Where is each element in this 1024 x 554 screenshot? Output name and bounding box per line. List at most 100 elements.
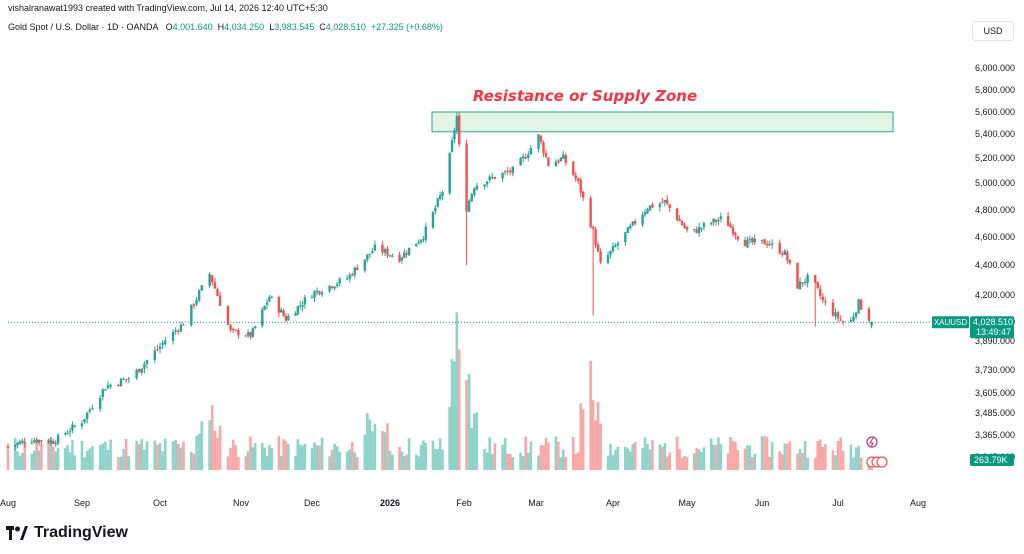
volume-bar: [417, 456, 420, 470]
open-label: O: [165, 22, 173, 32]
candle-body: [524, 157, 527, 159]
candle-body: [249, 332, 252, 337]
volume-bar: [345, 451, 349, 470]
candle-body: [80, 423, 84, 427]
candle-body: [475, 185, 479, 190]
candle-body: [455, 115, 459, 131]
volume-bar: [591, 400, 595, 470]
y-tick-label: 6,000.000: [975, 63, 1015, 73]
volume-bar: [798, 448, 802, 470]
volume-bar: [52, 446, 55, 470]
candle-body: [821, 296, 824, 301]
candle-body: [841, 321, 845, 323]
volume-bar: [852, 457, 855, 470]
volume-bar: [253, 443, 257, 470]
volume-bar: [21, 452, 24, 470]
currency-button[interactable]: USD: [972, 21, 1014, 41]
candle-body: [606, 255, 610, 264]
candle-body: [119, 378, 123, 387]
candle-body: [574, 175, 577, 179]
candle-body: [83, 418, 86, 423]
candle-body: [857, 299, 860, 314]
candle-body: [491, 176, 494, 178]
candle-body: [511, 166, 515, 174]
candle-body: [579, 179, 582, 193]
volume-bar: [554, 436, 558, 470]
volume-bar: [381, 431, 384, 470]
candle-body: [35, 439, 38, 443]
volume-bar: [606, 455, 610, 470]
candle-body: [328, 285, 331, 292]
candle-body: [218, 295, 222, 306]
volume-bar: [388, 450, 392, 470]
volume-bar: [743, 448, 747, 470]
volume-bar: [661, 446, 664, 470]
candle-body: [734, 232, 737, 236]
volume-bar: [680, 457, 684, 470]
candle-body: [572, 161, 575, 176]
volume-bar: [237, 457, 240, 470]
volume-bar: [371, 431, 374, 470]
candle-body: [56, 434, 60, 444]
candle-body: [353, 267, 356, 276]
candle-body: [363, 259, 367, 271]
volume-bar: [472, 413, 476, 470]
volume-bar: [192, 453, 196, 470]
price-tag-bg: [970, 316, 1014, 339]
price-chart[interactable]: Resistance or Supply Zone 6,000.000 5,800…: [0, 0, 1024, 520]
volume-bar: [589, 360, 592, 470]
volume-bar: [328, 456, 331, 470]
volume-bar: [450, 359, 454, 470]
candle-body: [736, 236, 740, 240]
candle-body: [753, 238, 756, 243]
volume-bar: [279, 455, 283, 470]
candle-body: [709, 222, 713, 224]
volume-bar: [431, 440, 435, 470]
volume-bar: [400, 451, 404, 470]
volume-bar: [284, 441, 288, 470]
candle-body: [351, 274, 354, 276]
x-tick-label: Apr: [606, 498, 620, 508]
ticker-tag-bg: [932, 316, 969, 329]
volume-bar: [646, 443, 649, 470]
candle-body: [104, 389, 107, 391]
volume-bar: [697, 449, 701, 470]
volume-bar: [249, 436, 252, 470]
volume-bar: [685, 457, 689, 470]
candle-body: [383, 249, 387, 253]
y-tick-label: 5,600.000: [975, 107, 1015, 117]
volume-bar: [816, 440, 820, 470]
candle-body: [436, 198, 439, 207]
volume-bar: [539, 445, 543, 470]
candle-body: [634, 221, 637, 224]
candle-body: [751, 238, 754, 243]
x-tick-label: Feb: [456, 498, 472, 508]
volume-bar: [751, 457, 754, 470]
volume-bar: [216, 437, 219, 470]
volume-bar: [140, 439, 144, 470]
volume-bar: [294, 456, 297, 470]
candle-body: [208, 273, 211, 286]
tradingview-logo[interactable]: TradingView: [6, 524, 128, 542]
close-label: C: [319, 22, 326, 32]
volume-bar: [101, 443, 105, 470]
volume-bar: [83, 457, 86, 470]
volume-bar: [788, 441, 792, 470]
candles-layer: [6, 112, 873, 451]
candle-body: [819, 288, 822, 297]
y-tick-label: 3,890.000: [975, 336, 1015, 346]
volume-bar: [483, 449, 486, 470]
volume-bar: [501, 444, 504, 470]
volume-bar: [434, 449, 437, 470]
candle-body: [695, 229, 698, 233]
candle-body: [729, 224, 732, 228]
volume-bar: [729, 436, 732, 470]
volume-bar: [803, 441, 807, 470]
candle-body: [554, 161, 558, 167]
candle-body: [557, 160, 560, 163]
candle-body: [726, 216, 730, 227]
symbol-title: Gold Spot / U.S. Dollar · 1D · OANDA: [8, 22, 159, 32]
candle-body: [719, 216, 723, 219]
volume-bar: [287, 444, 290, 470]
volume-bar: [675, 436, 679, 470]
